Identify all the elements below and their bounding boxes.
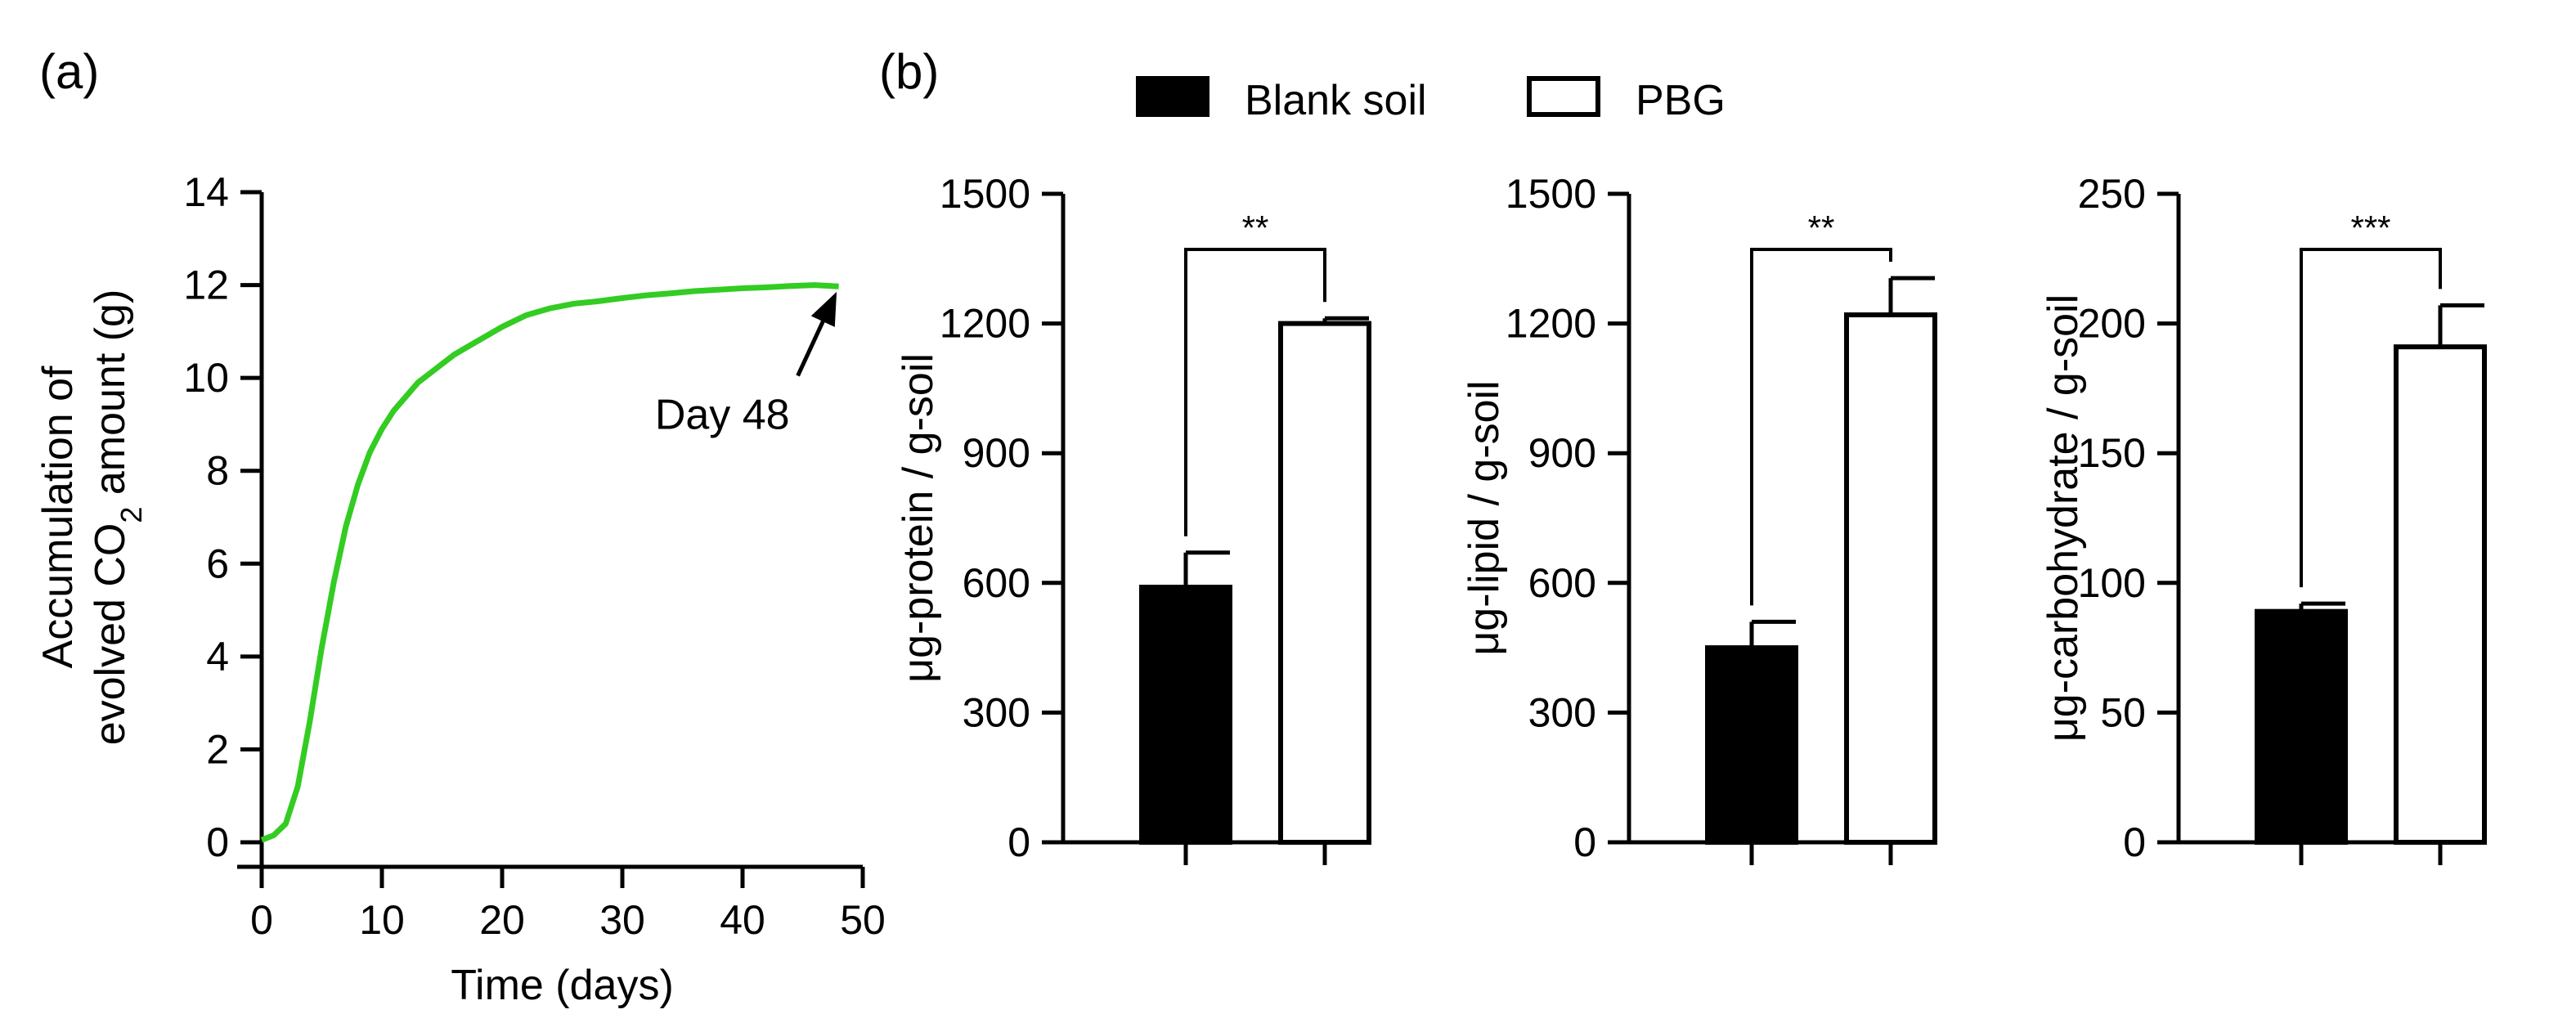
co2-accumulation-line bbox=[260, 282, 839, 843]
x-tick-label: 20 bbox=[479, 897, 525, 943]
y-tick-label: 1500 bbox=[940, 171, 1030, 217]
x-axis-title: Time (days) bbox=[451, 962, 674, 1009]
y-tick-label: 900 bbox=[1528, 430, 1596, 476]
y-tick-label: 0 bbox=[1573, 819, 1596, 865]
y-tick-label: 150 bbox=[2078, 430, 2146, 476]
y-tick-label: 0 bbox=[2123, 819, 2146, 865]
significance-bracket bbox=[1750, 248, 1892, 606]
y-axis-title: μg-protein / g-soil bbox=[895, 353, 942, 683]
y-axis-title: μg-carbohydrate / g-soil bbox=[2040, 294, 2087, 742]
significance-bracket bbox=[2300, 248, 2442, 588]
y-tick-label: 8 bbox=[206, 448, 229, 494]
y-axis-title-line2: evolved CO2 amount (g) bbox=[87, 289, 148, 746]
y-tick-label: 300 bbox=[1528, 689, 1596, 735]
bar-chart-carbohydrate: 0 50 100 150 200 250 μg-carbohydrate / g-soil *… bbox=[2040, 171, 2487, 865]
bar-pbg bbox=[2394, 344, 2487, 845]
legend-swatch-pbg bbox=[1527, 76, 1600, 117]
y-tick-label: 50 bbox=[2100, 689, 2146, 735]
significance-label: *** bbox=[2350, 209, 2390, 247]
y-tick-label: 600 bbox=[963, 560, 1030, 606]
annotation-label: Day 48 bbox=[655, 391, 790, 438]
y-tick-label: 250 bbox=[2078, 171, 2146, 217]
y-tick-label: 900 bbox=[963, 430, 1030, 476]
x-tick-label: 0 bbox=[250, 897, 273, 943]
y-tick-label: 100 bbox=[2078, 560, 2146, 606]
y-tick-label: 300 bbox=[963, 689, 1030, 735]
y-axis-title: μg-lipid / g-soil bbox=[1461, 380, 1508, 655]
y-tick-label: 200 bbox=[2078, 301, 2146, 347]
y-tick-label: 14 bbox=[183, 169, 229, 215]
bar-blank-soil bbox=[1705, 645, 1798, 845]
significance-label: ** bbox=[1808, 209, 1835, 247]
y-axis-title-line1: Accumulation of bbox=[34, 366, 82, 669]
panel-label-a: (a) bbox=[39, 44, 99, 99]
legend: Blank soil PBG bbox=[1136, 76, 1726, 124]
x-tick-label: 10 bbox=[359, 897, 405, 943]
x-tick-label: 30 bbox=[599, 897, 645, 943]
y-tick-label: 0 bbox=[1008, 819, 1030, 865]
x-tick-label: 50 bbox=[840, 897, 886, 943]
annotation-arrow-head bbox=[810, 291, 837, 327]
bar-blank-soil bbox=[1139, 585, 1232, 845]
y-tick-label: 1200 bbox=[1506, 301, 1596, 347]
significance-bracket bbox=[1184, 248, 1326, 536]
y-tick-label: 6 bbox=[206, 541, 229, 586]
y-tick-label: 4 bbox=[206, 634, 229, 680]
bar-chart-protein: 0 300 600 900 1200 1500 μg-protein / g-soil ** bbox=[895, 171, 1371, 865]
significance-label: ** bbox=[1242, 209, 1269, 247]
legend-swatch-blank-soil bbox=[1136, 76, 1209, 117]
y-tick-label: 0 bbox=[206, 819, 229, 865]
y-tick-label: 1500 bbox=[1506, 171, 1596, 217]
y-tick-label: 12 bbox=[183, 262, 229, 308]
x-tick-label: 40 bbox=[720, 897, 765, 943]
y-tick-label: 10 bbox=[183, 355, 229, 401]
bar-pbg bbox=[1278, 321, 1371, 846]
line-chart-co2: 0 2 4 6 8 10 12 14 0 10 20 30 40 50 Time (days) Accumul… bbox=[34, 169, 886, 1009]
y-tick-label: 2 bbox=[206, 726, 229, 772]
y-tick-label: 1200 bbox=[940, 301, 1030, 347]
bar-blank-soil bbox=[2255, 608, 2348, 846]
annotation-arrow-line bbox=[796, 310, 830, 377]
bar-chart-lipid: 0 300 600 900 1200 1500 μg-lipid / g-soil ** bbox=[1461, 171, 1937, 865]
legend-label-blank-soil: Blank soil bbox=[1245, 77, 1427, 124]
bar-pbg bbox=[1844, 312, 1937, 845]
legend-label-pbg: PBG bbox=[1636, 77, 1726, 124]
y-tick-label: 600 bbox=[1528, 560, 1596, 606]
panel-label-b: (b) bbox=[879, 44, 939, 99]
